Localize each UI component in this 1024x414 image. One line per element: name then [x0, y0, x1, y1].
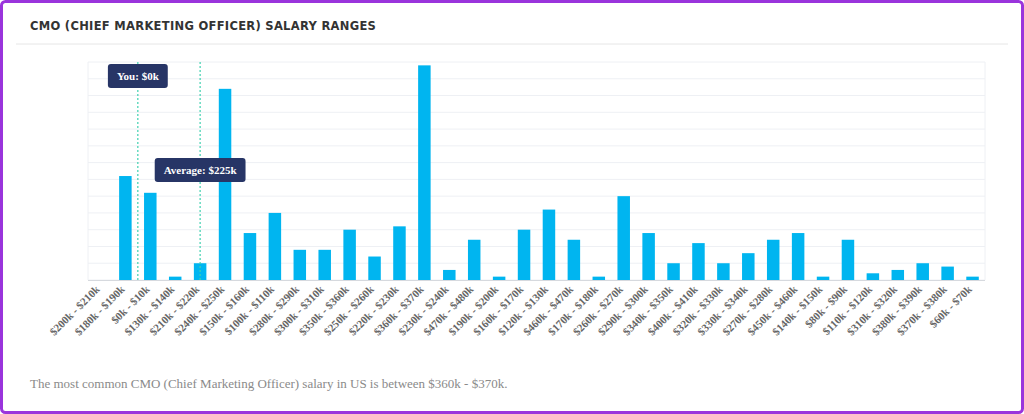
bars [119, 65, 979, 280]
bar [94, 280, 107, 281]
bar [642, 233, 655, 280]
y-axis-line [88, 62, 89, 280]
chart-svg: CMO (CHIEF MARKETING OFFICER) SALARY RAN… [0, 0, 1024, 414]
bar [343, 230, 356, 280]
bar [443, 270, 456, 280]
annotation-box [108, 64, 168, 88]
chart-root: CMO (CHIEF MARKETING OFFICER) SALARY RAN… [0, 0, 1024, 414]
reference-line [137, 62, 138, 280]
annotation: You: $0k [108, 64, 168, 88]
bar [742, 253, 755, 280]
grid-line [88, 78, 985, 79]
bar [144, 193, 157, 280]
bar [717, 263, 730, 280]
bar [393, 226, 406, 280]
bar [468, 240, 481, 280]
annotation-label: You: $0k [117, 70, 160, 82]
bar [692, 243, 705, 280]
bar [767, 240, 780, 280]
annotation: Average: $225k [155, 158, 246, 182]
annotation-label: Average: $225k [164, 164, 238, 176]
bar [941, 267, 954, 280]
bar [493, 277, 506, 280]
bar [667, 263, 680, 280]
bar [617, 196, 630, 280]
title: CMO (CHIEF MARKETING OFFICER) SALARY RAN… [30, 19, 376, 33]
bar [269, 213, 282, 280]
bar [294, 250, 307, 280]
bar [867, 273, 880, 280]
caption: The most common CMO (Chief Marketing Off… [30, 376, 507, 391]
bar [568, 240, 581, 280]
card-frame [2, 2, 1023, 413]
bar [892, 270, 905, 280]
bar [169, 277, 182, 280]
bar [219, 89, 232, 280]
bar [817, 277, 830, 280]
bar [518, 230, 531, 280]
grid-line [88, 62, 985, 63]
bar [418, 65, 431, 280]
bar [543, 210, 556, 280]
bar [966, 277, 979, 280]
x-tick-label: $60k - $70k [927, 282, 975, 330]
bar [916, 263, 929, 280]
bar [119, 176, 132, 280]
bar [368, 257, 381, 280]
divider [16, 44, 1008, 45]
bar [318, 250, 331, 280]
annotation-box [155, 158, 246, 182]
x-axis-line [88, 280, 985, 281]
plot-edge [985, 62, 986, 280]
bar [593, 277, 606, 280]
bar [244, 233, 256, 280]
bar [792, 233, 805, 280]
bar [842, 240, 855, 280]
